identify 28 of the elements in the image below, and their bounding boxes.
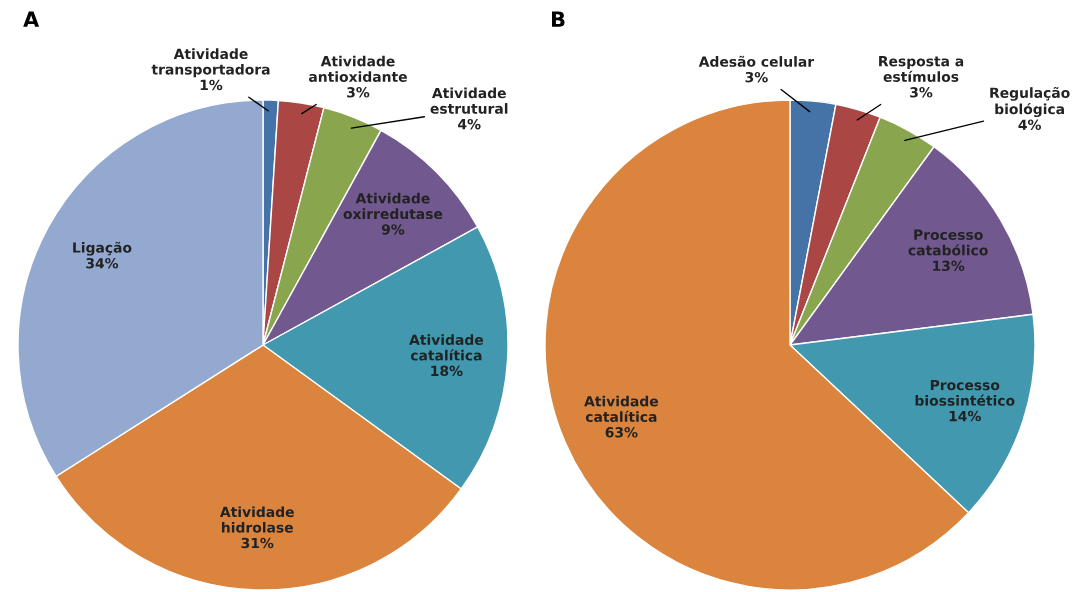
slice-label: Atividade oxirredutase	[343, 192, 443, 220]
data-label: 3%	[745, 71, 768, 83]
slice-label: Resposta a estímulos	[879, 56, 964, 82]
slice-label: Atividade antioxidante	[309, 55, 407, 82]
slice-label: Ligação	[73, 241, 132, 256]
slice-label: Processo catabólico	[908, 229, 988, 256]
data-label: 14%	[949, 410, 981, 422]
data-label: 1%	[200, 79, 223, 91]
slice-label: Regulação biológica	[990, 86, 1070, 118]
data-label: 3%	[347, 87, 370, 98]
chart-title: A	[23, 11, 40, 27]
slice-label: Atividade transportadora	[151, 48, 270, 78]
data-label: 34%	[86, 257, 119, 269]
slice-label: Atividade catalítica	[584, 395, 659, 423]
data-label: 63%	[605, 427, 638, 438]
data-label: 18%	[431, 365, 463, 377]
chart-title: B	[552, 11, 565, 27]
slice-label: Atividade estrutural	[430, 87, 508, 114]
slice-label: Atividade hidrolase	[219, 506, 294, 533]
data-label: 4%	[458, 118, 481, 130]
data-label: 9%	[381, 224, 405, 235]
slice-label: Adesão celular	[698, 55, 815, 67]
data-label: 4%	[1018, 119, 1041, 130]
slice-label: Atividade catalítica	[409, 334, 484, 361]
data-label: 13%	[933, 260, 965, 272]
slice-label: Processo biossintético	[915, 379, 1015, 406]
data-label: 31%	[241, 537, 274, 549]
data-label: 3%	[910, 87, 933, 98]
